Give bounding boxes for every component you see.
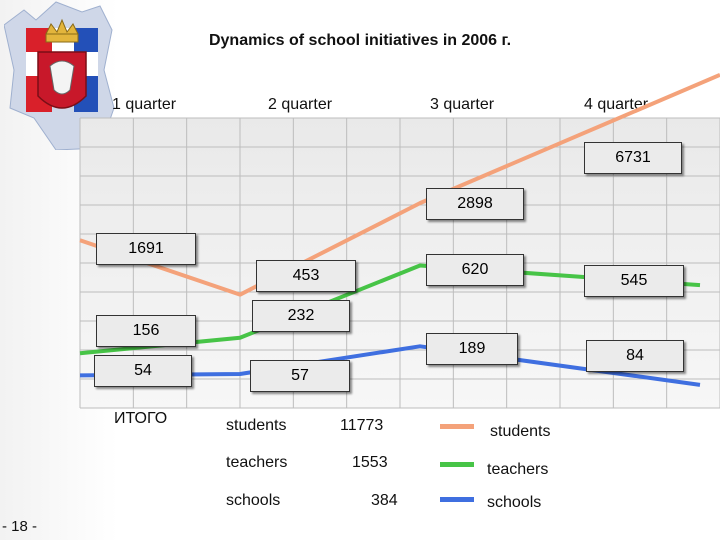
data-label-teachers-q3: 620	[426, 254, 524, 286]
quarter-label-3: 3 quarter	[430, 96, 495, 113]
quarter-label-2: 2 quarter	[268, 96, 333, 113]
legend-swatch-schools	[440, 497, 474, 502]
totals-label-students: students	[226, 417, 287, 434]
data-label-teachers-q1: 156	[96, 315, 196, 347]
data-label-schools-q2: 57	[250, 360, 350, 392]
legend-swatch-students	[440, 424, 474, 429]
series-line-students	[79, 72, 720, 297]
totals-label-teachers: teachers	[226, 454, 288, 471]
quarter-label-4: 4 quarter	[584, 96, 649, 113]
data-label-schools-q4: 84	[586, 340, 684, 372]
page-number: - 18 -	[2, 518, 38, 535]
data-label-schools-q3: 189	[426, 333, 518, 365]
totals-value-students: 11773	[340, 417, 384, 434]
data-label-students-q2: 453	[256, 260, 356, 292]
data-label-students-q3: 2898	[426, 188, 524, 220]
legend-swatch-teachers	[440, 462, 474, 467]
data-label-students-q1: 1691	[96, 233, 196, 265]
data-label-schools-q1: 54	[94, 355, 192, 387]
totals-label-schools: schools	[226, 492, 281, 509]
data-label-teachers-q4: 545	[584, 265, 684, 297]
legend-label-students: students	[490, 423, 551, 440]
perm-krai-coat-of-arms-icon	[4, 1, 115, 150]
totals-value-schools: 384	[371, 492, 398, 509]
totals-value-teachers: 1553	[352, 454, 388, 471]
data-label-students-q4: 6731	[584, 142, 682, 174]
data-label-teachers-q2: 232	[252, 300, 350, 332]
quarter-label-1: 1 quarter	[112, 96, 177, 113]
page-title: Dynamics of school initiatives in 2006 г…	[208, 32, 512, 49]
legend-label-schools: schools	[487, 494, 542, 511]
legend-label-teachers: teachers	[487, 461, 549, 478]
totals-heading: ИТОГО	[114, 410, 168, 427]
